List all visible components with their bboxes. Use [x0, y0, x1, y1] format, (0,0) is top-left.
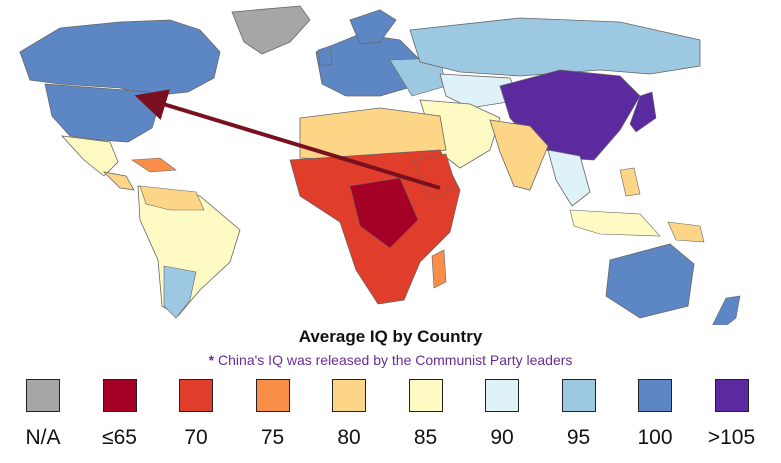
- legend-item: 90: [467, 379, 537, 450]
- new-zealand: [712, 295, 741, 325]
- map-legend: N/A ≤65 70 75 80 85 90 95 100 >105: [0, 379, 781, 463]
- madagascar: [431, 249, 447, 289]
- legend-item: 75: [238, 379, 308, 450]
- scandinavia: [349, 9, 397, 45]
- comparison-arrow: [134, 89, 441, 190]
- legend-swatch: [332, 379, 366, 412]
- legend-item: N/A: [8, 379, 78, 450]
- canada: [19, 19, 221, 97]
- southeast-asia: [547, 149, 591, 207]
- legend-label: ≤65: [102, 426, 137, 449]
- indonesia: [569, 209, 661, 237]
- legend-swatch: [714, 379, 749, 412]
- caribbean: [131, 157, 177, 173]
- legend-label: 75: [260, 426, 285, 449]
- legend-item: ≤65: [85, 379, 155, 450]
- legend-item: 100: [620, 379, 690, 450]
- australia: [605, 243, 695, 319]
- legend-swatch: [561, 379, 596, 412]
- central-asia: [439, 73, 521, 109]
- central-america: [102, 171, 135, 191]
- argentina: [163, 265, 197, 319]
- world-map: [19, 5, 741, 325]
- footnote-text: China's IQ was released by the Communist…: [218, 352, 573, 368]
- east-africa: [413, 153, 457, 201]
- south-america: [137, 185, 241, 317]
- world-map-svg: [19, 5, 741, 325]
- legend-label: >105: [707, 426, 756, 449]
- greenland: [231, 5, 311, 55]
- philippines: [619, 167, 641, 197]
- legend-label: 95: [566, 426, 591, 449]
- legend-label: N/A: [25, 426, 61, 449]
- legend-label: 100: [637, 426, 673, 449]
- legend-item: 80: [314, 379, 384, 450]
- papua: [667, 221, 705, 243]
- japan: [629, 91, 657, 133]
- central-africa: [349, 177, 419, 249]
- legend-item: 70: [161, 379, 231, 450]
- legend-item: 85: [391, 379, 461, 450]
- south-america-north: [139, 185, 205, 211]
- legend-label: 70: [184, 426, 208, 449]
- legend-swatch: [638, 379, 672, 412]
- legend-swatch: [408, 379, 443, 412]
- legend-swatch: [102, 379, 137, 412]
- russia: [409, 17, 701, 77]
- legend-item: >105: [697, 379, 767, 450]
- india: [489, 119, 549, 191]
- footnote-asterisk: *: [208, 352, 215, 368]
- legend-swatch: [485, 379, 519, 412]
- legend-label: 90: [490, 426, 514, 449]
- map-title: Average IQ by Country: [298, 327, 483, 346]
- north-africa: [299, 107, 447, 161]
- legend-label: 80: [337, 426, 361, 449]
- legend-swatch: [26, 379, 60, 412]
- legend-label: 85: [413, 426, 438, 449]
- legend-swatch: [179, 379, 213, 412]
- usa: [44, 83, 161, 143]
- mexico: [60, 135, 119, 177]
- map-footnote: * China's IQ was released by the Communis…: [0, 352, 781, 368]
- legend-item: 95: [544, 379, 614, 450]
- legend-swatch: [255, 379, 290, 412]
- uk: [317, 45, 333, 67]
